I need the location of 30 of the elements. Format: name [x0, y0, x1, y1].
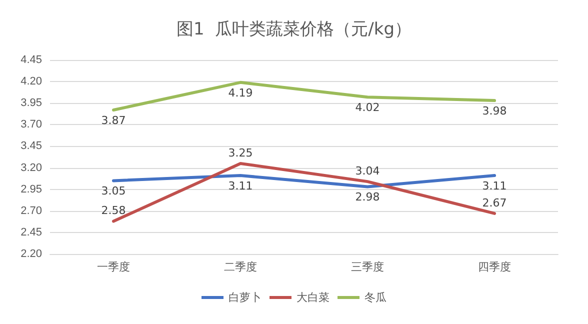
data-label: 2.58 [101, 204, 126, 218]
legend-label: 大白菜 [296, 291, 330, 304]
y-tick-label: 3.70 [20, 118, 42, 131]
y-tick-label: 3.95 [20, 97, 42, 110]
data-label: 3.98 [482, 104, 507, 118]
legend-label: 冬瓜 [364, 291, 386, 304]
y-tick-label: 2.20 [20, 248, 42, 260]
x-tick-label: 三季度 [351, 260, 384, 274]
x-tick-label: 二季度 [224, 260, 257, 274]
y-tick-label: 2.70 [20, 204, 42, 217]
chart-title: 图1 瓜叶类蔬菜价格（元/kg） [176, 20, 412, 40]
y-tick-label: 2.95 [20, 183, 42, 196]
data-label: 3.11 [482, 180, 507, 193]
x-tick-label: 一季度 [97, 260, 130, 274]
x-tick-label: 四季度 [478, 260, 511, 274]
data-label: 3.05 [101, 184, 126, 198]
data-label: 3.04 [355, 164, 380, 178]
data-label: 2.67 [482, 196, 507, 210]
data-label: 2.98 [355, 190, 380, 204]
legend-label: 白萝卜 [228, 291, 262, 304]
y-tick-label: 4.45 [20, 54, 42, 66]
y-tick-label: 3.45 [20, 140, 42, 152]
y-tick-label: 2.45 [20, 226, 42, 238]
y-tick-label: 4.20 [20, 76, 42, 88]
data-label: 4.02 [355, 101, 380, 114]
data-label: 3.11 [228, 180, 253, 193]
y-tick-label: 3.20 [20, 162, 42, 174]
data-label: 4.19 [228, 86, 253, 100]
data-label: 3.25 [228, 146, 253, 160]
data-label: 3.87 [101, 114, 126, 128]
